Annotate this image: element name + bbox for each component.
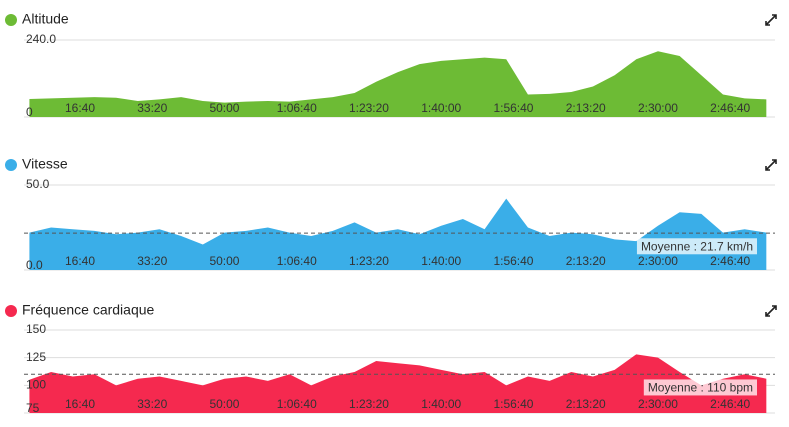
- chart-title: Vitesse: [22, 156, 68, 172]
- x-tick-label: 2:30:00: [638, 397, 678, 411]
- x-tick-label: 1:23:20: [349, 101, 389, 115]
- x-tick-label: 1:56:40: [493, 254, 533, 268]
- expand-icon[interactable]: [765, 159, 777, 171]
- area: [29, 354, 767, 413]
- x-tick-label: 1:06:40: [277, 101, 317, 115]
- x-tick-label: 33:20: [137, 101, 167, 115]
- x-tick-label: 2:13:20: [566, 254, 606, 268]
- chart-title: Fréquence cardiaque: [22, 302, 155, 318]
- x-tick-label: 2:13:20: [566, 397, 606, 411]
- y-tick-label: 240.0: [26, 32, 56, 46]
- legend-dot: [5, 14, 17, 26]
- x-tick-label: 50:00: [209, 254, 239, 268]
- y-tick-label: 0: [26, 105, 33, 119]
- area: [29, 51, 767, 117]
- expand-icon[interactable]: [765, 305, 777, 317]
- mean-label-bg: [636, 238, 757, 255]
- x-tick-label: 50:00: [209, 101, 239, 115]
- x-tick-label: 1:56:40: [493, 397, 533, 411]
- x-tick-label: 50:00: [209, 397, 239, 411]
- x-tick-label: 2:46:40: [710, 254, 750, 268]
- x-tick-label: 1:23:20: [349, 397, 389, 411]
- y-tick-label: 0.0: [26, 258, 43, 272]
- x-tick-label: 1:40:00: [421, 254, 461, 268]
- y-tick-label: 75: [26, 401, 40, 415]
- x-tick-label: 1:40:00: [421, 397, 461, 411]
- y-tick-label: 150: [26, 322, 46, 336]
- x-tick-label: 33:20: [137, 254, 167, 268]
- x-tick-label: 2:13:20: [566, 101, 606, 115]
- mean-label-text: Moyenne : 110 bpm: [648, 380, 753, 394]
- x-tick-label: 2:30:00: [638, 254, 678, 268]
- x-tick-label: 16:40: [65, 254, 95, 268]
- y-tick-label: 100: [26, 378, 46, 392]
- expand-icon[interactable]: [765, 14, 777, 26]
- mean-label: Moyenne : 21.7 km/h: [636, 238, 757, 255]
- area: [29, 198, 767, 270]
- x-tick-label: 1:23:20: [349, 254, 389, 268]
- legend-dot: [5, 305, 17, 317]
- mean-label: Moyenne : 110 bpm: [643, 379, 757, 396]
- x-tick-label: 33:20: [137, 397, 167, 411]
- mean-label-bg: [643, 379, 757, 396]
- x-tick-label: 2:30:00: [638, 101, 678, 115]
- chart-title: Altitude: [22, 11, 69, 27]
- x-tick-label: 16:40: [65, 101, 95, 115]
- y-tick-label: 50.0: [26, 177, 50, 191]
- x-tick-label: 1:06:40: [277, 254, 317, 268]
- x-tick-label: 2:46:40: [710, 101, 750, 115]
- legend-dot: [5, 159, 17, 171]
- x-tick-label: 1:40:00: [421, 101, 461, 115]
- mean-label-text: Moyenne : 21.7 km/h: [641, 239, 753, 253]
- y-tick-label: 125: [26, 350, 46, 364]
- x-tick-label: 1:56:40: [493, 101, 533, 115]
- x-tick-label: 16:40: [65, 397, 95, 411]
- x-tick-label: 1:06:40: [277, 397, 317, 411]
- x-tick-label: 2:46:40: [710, 397, 750, 411]
